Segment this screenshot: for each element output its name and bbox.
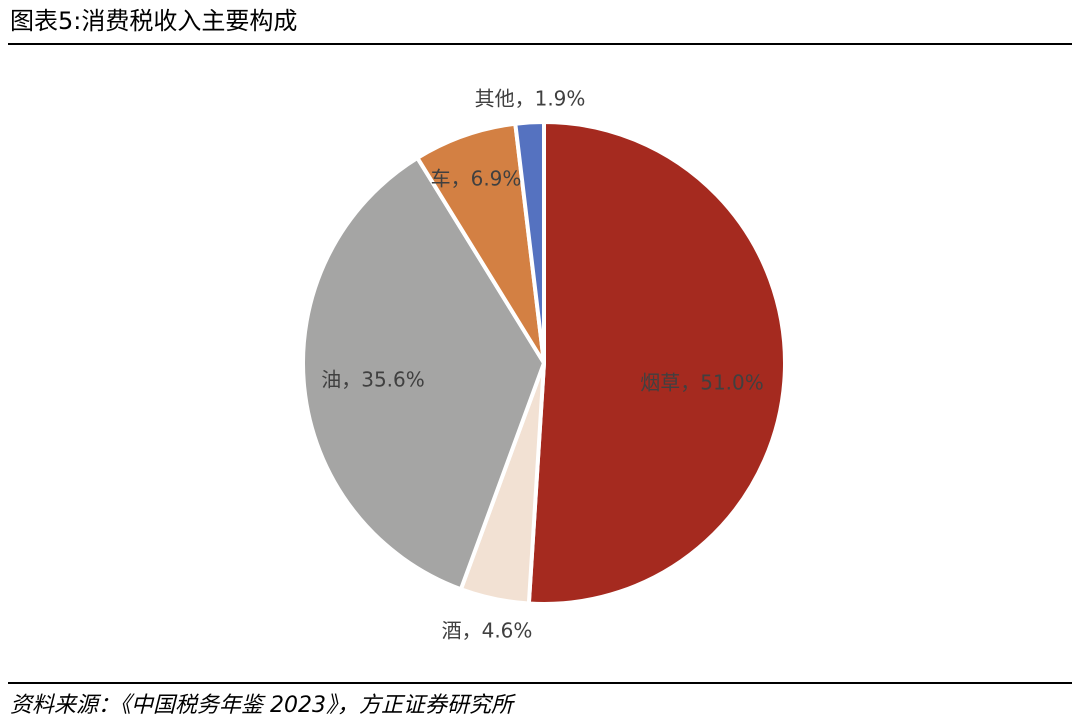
data-label: 其他，1.9% [475, 87, 586, 111]
chart-title: 图表5:消费税收入主要构成 [10, 7, 297, 35]
source-note: 资料来源：《中国税务年鉴 2023》，方正证券研究所 [10, 693, 516, 718]
data-label: 油，35.6% [321, 368, 425, 392]
pie-slice [526, 120, 787, 606]
pie-slice [513, 120, 546, 365]
data-label: 酒，4.6% [442, 619, 533, 643]
data-label: 车，6.9% [431, 167, 522, 191]
pie-slice [415, 121, 546, 365]
data-label: 烟草，51.0% [640, 371, 764, 395]
